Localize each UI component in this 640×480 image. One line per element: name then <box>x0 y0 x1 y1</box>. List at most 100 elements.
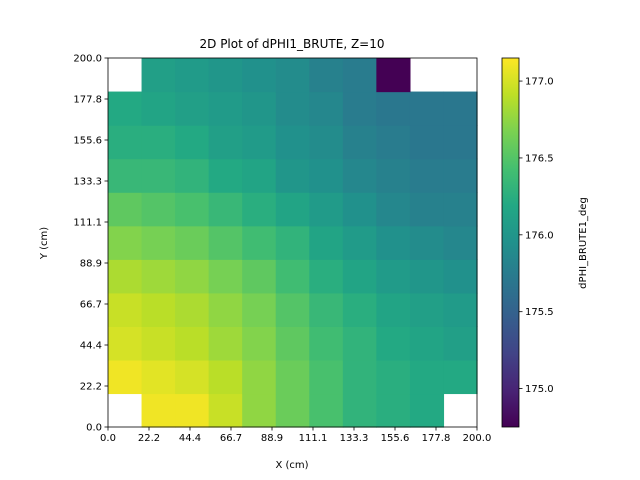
heatmap-cell <box>275 192 310 227</box>
heatmap-cell <box>208 393 243 428</box>
heatmap-cell <box>342 359 377 395</box>
heatmap-cell <box>208 58 243 93</box>
heatmap-cell <box>409 192 445 227</box>
heatmap-cell <box>309 393 344 428</box>
heatmap-cell <box>141 58 176 93</box>
x-tick-label: 0.0 <box>100 433 116 444</box>
heatmap-cell <box>108 359 143 395</box>
heatmap-cell <box>242 225 277 260</box>
heatmap-cell <box>242 259 277 294</box>
heatmap-cell <box>309 225 344 260</box>
heatmap-cell <box>175 326 210 361</box>
heatmap-cell <box>275 292 310 327</box>
heatmap-cell <box>376 125 411 160</box>
heatmap-cell <box>175 393 210 428</box>
heatmap-cell <box>108 292 143 327</box>
heatmap-cell <box>443 192 478 227</box>
heatmap-cell <box>242 393 277 428</box>
heatmap-cell <box>175 158 210 193</box>
heatmap-cell <box>309 259 344 294</box>
heatmap-cell <box>242 192 277 227</box>
heatmap-cell <box>108 125 143 160</box>
heatmap-cell <box>342 91 377 126</box>
x-tick-label: 66.7 <box>220 433 242 444</box>
heatmap-cell <box>275 225 310 260</box>
heatmap-cell <box>275 359 310 395</box>
heatmap-cell <box>175 292 210 327</box>
heatmap-cell <box>175 58 210 93</box>
heatmap-cell <box>141 91 176 126</box>
heatmap-cell <box>409 259 445 294</box>
heatmap-cell <box>342 393 377 428</box>
heatmap-cell <box>208 225 243 260</box>
colorbar-tick-label: 175.0 <box>525 384 554 395</box>
colorbar-tick-label: 176.5 <box>525 153 554 164</box>
heatmap-cell <box>376 292 411 327</box>
heatmap-cell <box>409 125 445 160</box>
heatmap-cell <box>208 259 243 294</box>
heatmap-cell <box>342 292 377 327</box>
heatmap-cell <box>242 91 277 126</box>
y-tick-label: 155.6 <box>73 136 102 147</box>
heatmap-cell <box>409 393 445 428</box>
colorbar-tick-label: 177.0 <box>525 77 554 88</box>
x-tick-label: 177.8 <box>422 433 451 444</box>
heatmap-cell <box>443 259 478 294</box>
heatmap-cell <box>141 292 176 327</box>
x-tick-label: 22.2 <box>138 433 160 444</box>
x-tick-label: 111.1 <box>299 433 328 444</box>
heatmap-cell <box>141 393 176 428</box>
heatmap-cell <box>108 91 143 126</box>
heatmap-cell <box>275 158 310 193</box>
heatmap-cell <box>208 158 243 193</box>
heatmap-cell <box>275 326 310 361</box>
heatmap-cell <box>376 326 411 361</box>
heatmap-cell <box>242 158 277 193</box>
heatmap-cell <box>409 91 445 126</box>
y-tick-label: 66.7 <box>80 300 102 311</box>
heatmap-cell <box>108 158 143 193</box>
x-tick-label: 133.3 <box>340 433 369 444</box>
heatmap-cell <box>242 125 277 160</box>
heatmap-cell <box>275 58 310 93</box>
heatmap-cell <box>376 225 411 260</box>
heatmap-cell <box>242 359 277 395</box>
heatmap-cell <box>443 359 478 395</box>
y-tick-label: 44.4 <box>80 341 102 352</box>
heatmap-cell <box>309 91 344 126</box>
x-tick-label: 155.6 <box>381 433 410 444</box>
heatmap-cell <box>275 125 310 160</box>
heatmap-cell <box>342 158 377 193</box>
heatmap-cell <box>175 91 210 126</box>
y-tick-label: 0.0 <box>86 423 102 434</box>
colorbar-tick-label: 175.5 <box>525 307 554 318</box>
colorbar: 175.0 175.5 176.0 176.5 177.0 <box>501 57 554 428</box>
heatmap-cell <box>108 225 143 260</box>
heatmap-cell <box>376 359 411 395</box>
heatmap-cell <box>242 58 277 93</box>
heatmap-cell <box>275 259 310 294</box>
y-tick-label: 22.2 <box>80 382 102 393</box>
heatmap-cell <box>208 326 243 361</box>
heatmap-cell <box>108 259 143 294</box>
chart-title: 2D Plot of dPHI1_BRUTE, Z=10 <box>200 37 385 51</box>
heatmap-cell <box>275 393 310 428</box>
colorbar-tick-label: 176.0 <box>525 230 554 241</box>
y-tick-label: 133.3 <box>73 177 102 188</box>
heatmap-cell <box>141 125 176 160</box>
colorbar-gradient <box>502 58 519 427</box>
plot-frame <box>107 57 478 428</box>
heatmap-cell <box>342 192 377 227</box>
heatmap-cell <box>208 292 243 327</box>
heatmap-cell <box>342 259 377 294</box>
heatmap-cell <box>175 359 210 395</box>
heatmap-cells <box>108 58 478 428</box>
heatmap-cell <box>141 259 176 294</box>
heatmap-cell <box>175 259 210 294</box>
heatmap-cell <box>376 393 411 428</box>
heatmap-cell <box>309 125 344 160</box>
heatmap-cell <box>141 192 176 227</box>
x-tick-label: 200.0 <box>463 433 492 444</box>
heatmap-cell <box>309 326 344 361</box>
